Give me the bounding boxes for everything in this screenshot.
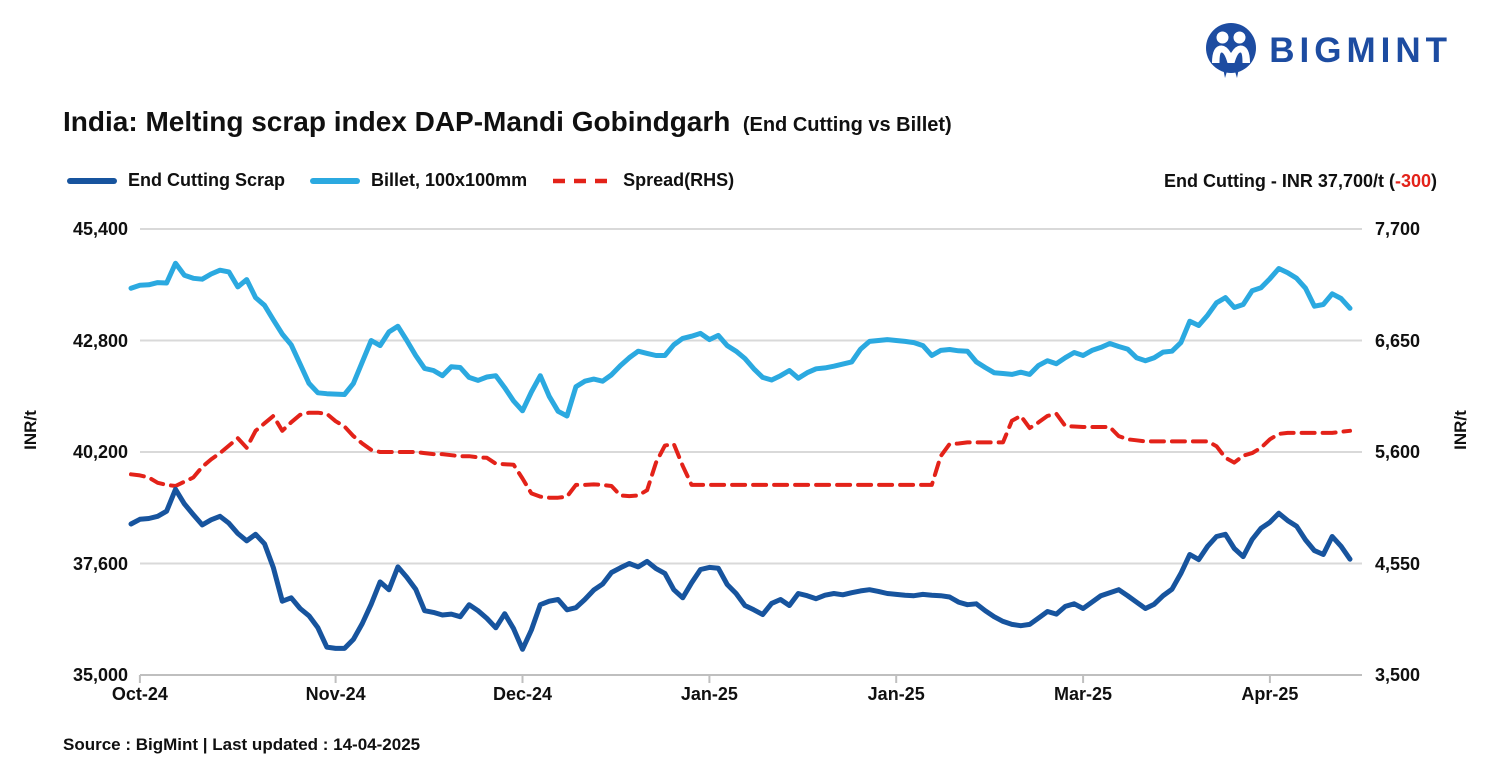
- chart-title-main: India: Melting scrap index DAP-Mandi Gob…: [63, 106, 731, 137]
- series-line-billet-100x100mm: [128, 260, 1353, 419]
- annotation-prefix: End Cutting - INR 37,700/t (: [1163, 171, 1395, 191]
- y-axis-label-right: 5,600: [1375, 442, 1421, 462]
- x-axis-label: Nov-24: [305, 684, 366, 704]
- y-axis-label-right: 4,550: [1375, 553, 1421, 574]
- series-line-end-cutting-scrap: [128, 486, 1353, 652]
- y-axis-label-left: 37,600: [72, 553, 128, 574]
- right-axis-unit-label: INR/t: [1451, 410, 1470, 450]
- left-axis-unit-label: INR/t: [21, 410, 40, 450]
- legend-item-billet: Billet, 100x100mm: [309, 170, 527, 191]
- x-axis-label: Dec-24: [492, 684, 553, 704]
- y-axis-label-right: 6,650: [1375, 330, 1421, 351]
- x-axis-label: Oct-24: [111, 684, 168, 704]
- bigmint-logo-icon: [1206, 23, 1257, 78]
- latest-price-annotation: End Cutting - INR 37,700/t (-300): [1164, 171, 1437, 192]
- legend-item-end-cutting-scrap: End Cutting Scrap: [66, 170, 285, 191]
- legend: End Cutting Scrap Billet, 100x100mm Spre…: [66, 170, 734, 191]
- legend-label: Spread(RHS): [623, 170, 735, 190]
- bigmint-logo-text: BIGMINT: [1269, 31, 1452, 70]
- legend-label: End Cutting Scrap: [128, 170, 285, 190]
- annotation-change-value: -300: [1394, 171, 1431, 191]
- source-note: Source : BigMint | Last updated : 14-04-…: [63, 735, 421, 754]
- x-axis-label: Apr-25: [1241, 684, 1299, 704]
- bigmint-logo: BIGMINT: [1205, 22, 1452, 80]
- y-axis-label-left: 45,400: [72, 219, 128, 239]
- y-axis-label-left: 40,200: [72, 442, 128, 462]
- y-axis-label-right: 3,500: [1375, 665, 1421, 685]
- legend-label: Billet, 100x100mm: [371, 170, 528, 190]
- legend-swatch-solid-light-blue: [310, 177, 360, 184]
- series-line-spread-rhs: [129, 410, 1352, 500]
- y-axis-label-left: 35,000: [72, 665, 128, 685]
- chart-title-suffix: (End Cutting vs Billet): [742, 114, 952, 136]
- annotation-suffix: ): [1431, 171, 1437, 191]
- x-axis-label: Jan-25: [867, 684, 925, 704]
- x-axis-label: Jan-25: [680, 684, 738, 704]
- legend-item-spread: Spread(RHS): [551, 170, 734, 191]
- y-axis-label-right: 7,700: [1375, 219, 1421, 239]
- y-axis-label-left: 42,800: [72, 330, 128, 351]
- legend-swatch-dashed-red: [553, 178, 612, 183]
- x-axis-label: Mar-25: [1054, 684, 1113, 704]
- legend-swatch-solid-dark-blue: [67, 177, 117, 184]
- page-title: India: Melting scrap index DAP-Mandi Gob…: [63, 106, 952, 138]
